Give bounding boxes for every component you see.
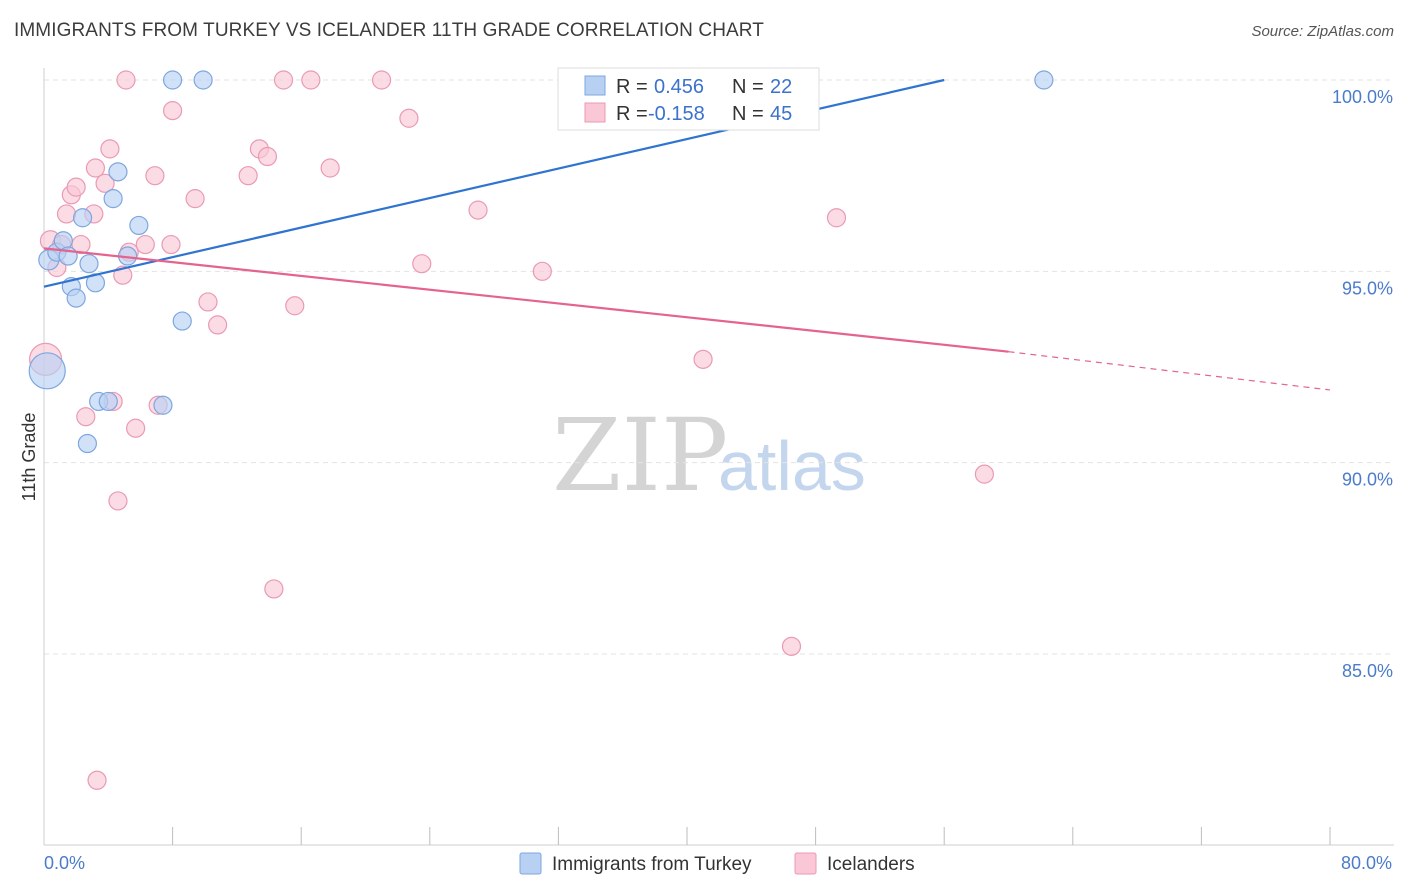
x-axis-ticks xyxy=(172,827,1331,845)
point-turkey-20 xyxy=(193,70,213,90)
legend-n-value-icelanders: 45 xyxy=(770,103,792,125)
point-turkey-16 xyxy=(129,215,149,236)
point-icelanders-24 xyxy=(116,70,136,90)
point-turkey-18 xyxy=(163,70,183,90)
legend-r-label-icelanders: R = xyxy=(616,103,648,125)
point-turkey-17 xyxy=(153,395,173,415)
bottom-legend-swatch-turkey xyxy=(519,852,542,875)
point-icelanders-30 xyxy=(257,146,278,167)
point-icelanders-43 xyxy=(826,208,847,228)
point-icelanders-18 xyxy=(126,418,146,438)
point-turkey-14 xyxy=(108,162,128,182)
point-icelanders-34 xyxy=(301,70,321,90)
bottom-legend-swatch-icelanders xyxy=(794,852,817,875)
bottom-legend-label-icelanders: Icelanders xyxy=(827,854,915,875)
watermark: ZIP atlas xyxy=(552,397,866,514)
legend-r-value-icelanders: -0.158 xyxy=(648,103,705,125)
point-icelanders-4 xyxy=(56,204,77,224)
point-icelanders-39 xyxy=(468,200,488,220)
point-icelanders-11 xyxy=(87,770,107,790)
point-icelanders-20 xyxy=(145,166,165,186)
legend-box: R = 0.456 N = 22 R = -0.158 N = 45 xyxy=(557,67,820,131)
point-icelanders-33 xyxy=(285,296,305,316)
point-icelanders-28 xyxy=(238,166,258,186)
point-icelanders-27 xyxy=(208,315,228,335)
point-icelanders-25 xyxy=(185,189,205,209)
point-turkey-7 xyxy=(72,208,93,228)
y-axis-label: 11th Grade xyxy=(19,413,39,502)
point-icelanders-44 xyxy=(974,464,994,484)
legend-swatch-turkey xyxy=(584,75,606,96)
point-icelanders-36 xyxy=(371,70,392,90)
series-icelanders-points xyxy=(29,70,994,790)
legend-r-label-turkey: R = xyxy=(616,76,648,98)
y-tick-label-95: 95.0% xyxy=(1342,278,1393,298)
y-tick-label-90: 90.0% xyxy=(1342,470,1393,490)
source-credit: Source: ZipAtlas.com xyxy=(1251,23,1394,40)
y-tick-label-100: 100.0% xyxy=(1332,87,1393,107)
grid xyxy=(44,79,1394,655)
point-icelanders-12 xyxy=(95,173,115,193)
watermark-zip: ZIP xyxy=(552,397,728,514)
point-icelanders-35 xyxy=(320,158,340,178)
point-turkey-21 xyxy=(1034,70,1054,90)
point-icelanders-8 xyxy=(76,407,96,427)
y-tick-label-85: 85.0% xyxy=(1342,661,1393,681)
chart-title: IMMIGRANTS FROM TURKEY VS ICELANDER 11TH… xyxy=(14,20,764,41)
trend-line-icelanders xyxy=(43,247,1009,353)
point-turkey-19 xyxy=(172,311,192,331)
point-icelanders-15 xyxy=(108,491,128,511)
point-turkey-0 xyxy=(28,352,66,390)
y-axis-tick-labels: 85.0% 90.0% 95.0% 100.0% xyxy=(1332,87,1393,681)
point-icelanders-23 xyxy=(163,101,183,121)
point-icelanders-40 xyxy=(532,261,552,281)
x-tick-label-min: 0.0% xyxy=(44,853,85,873)
point-icelanders-10 xyxy=(85,158,106,178)
point-icelanders-26 xyxy=(198,292,218,312)
point-turkey-13 xyxy=(103,189,123,209)
watermark-atlas: atlas xyxy=(718,427,866,505)
point-icelanders-37 xyxy=(399,108,419,128)
point-icelanders-42 xyxy=(781,636,802,656)
bottom-legend: Immigrants from Turkey Icelanders xyxy=(519,852,915,875)
point-icelanders-22 xyxy=(161,234,181,255)
trend-line-icelanders-extension xyxy=(1008,351,1331,391)
point-turkey-8 xyxy=(79,254,99,274)
point-icelanders-13 xyxy=(100,139,120,159)
legend-n-label-icelanders: N = xyxy=(732,103,764,125)
point-icelanders-38 xyxy=(412,254,432,274)
x-tick-label-max: 80.0% xyxy=(1341,853,1392,873)
point-turkey-6 xyxy=(66,288,86,308)
legend-swatch-icelanders xyxy=(584,102,606,123)
series-turkey-points xyxy=(28,70,1054,454)
legend-r-value-turkey: 0.456 xyxy=(654,76,704,98)
point-turkey-11 xyxy=(77,433,98,454)
legend-n-value-turkey: 22 xyxy=(770,76,792,98)
point-turkey-12 xyxy=(98,391,118,412)
bottom-legend-label-turkey: Immigrants from Turkey xyxy=(552,854,752,875)
point-icelanders-31 xyxy=(264,579,284,599)
point-icelanders-41 xyxy=(693,349,713,369)
legend-n-label-turkey: N = xyxy=(732,76,764,98)
point-icelanders-32 xyxy=(273,70,294,90)
point-icelanders-6 xyxy=(66,177,86,197)
point-icelanders-19 xyxy=(135,234,155,255)
